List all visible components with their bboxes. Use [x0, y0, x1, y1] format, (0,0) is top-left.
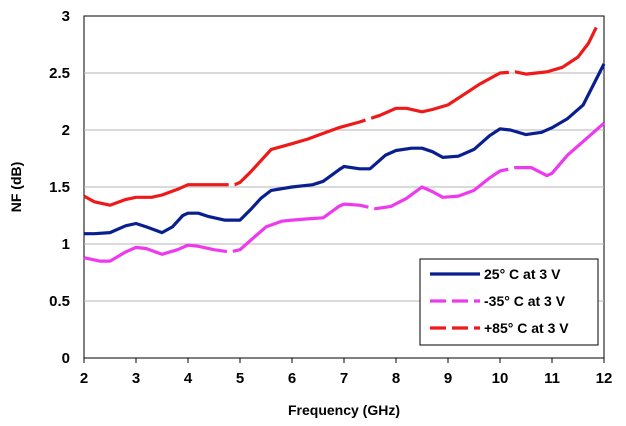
legend-label-2: -35° C at 3 V: [484, 293, 566, 309]
axes: [83, 358, 605, 363]
series-line-3: [83, 26, 598, 207]
legend: 25° C at 3 V -35° C at 3 V +85° C at 3 V: [419, 258, 599, 346]
legend-label-3: +85° C at 3 V: [484, 320, 569, 336]
x-tick-label: 2: [80, 370, 88, 387]
x-tick-label: 3: [132, 370, 140, 387]
x-axis-title: Frequency (GHz): [288, 402, 400, 418]
x-tick-label: 9: [444, 370, 452, 387]
x-tick-label: 4: [184, 370, 193, 387]
y-axis-title: NF (dB): [8, 162, 24, 213]
x-tick-label: 8: [392, 370, 400, 387]
x-tick-label: 12: [596, 370, 613, 387]
y-tick-labels: 0 0.5 1 1.5 2 2.5 3: [49, 8, 70, 367]
x-tick-label: 5: [236, 370, 244, 387]
y-tick-label: 1: [62, 236, 70, 253]
x-tick-labels: 2 3 4 5 6 7 8 9 10 11 12: [80, 370, 613, 387]
y-tick-label: 2.5: [49, 65, 70, 82]
x-tick-label: 10: [492, 370, 509, 387]
y-tick-label: 0: [62, 350, 70, 367]
y-tick-label: 0.5: [49, 293, 70, 310]
x-tick-label: 7: [340, 370, 348, 387]
x-tick-label: 11: [544, 370, 560, 387]
y-tick-label: 3: [62, 8, 70, 25]
legend-label-1: 25° C at 3 V: [484, 266, 561, 282]
y-tick-label: 1.5: [49, 179, 70, 196]
x-tick-label: 6: [288, 370, 296, 387]
y-tick-label: 2: [62, 122, 70, 139]
series-line-1: [84, 63, 606, 236]
series-group: [83, 26, 606, 263]
series-line-2: [83, 121, 606, 263]
